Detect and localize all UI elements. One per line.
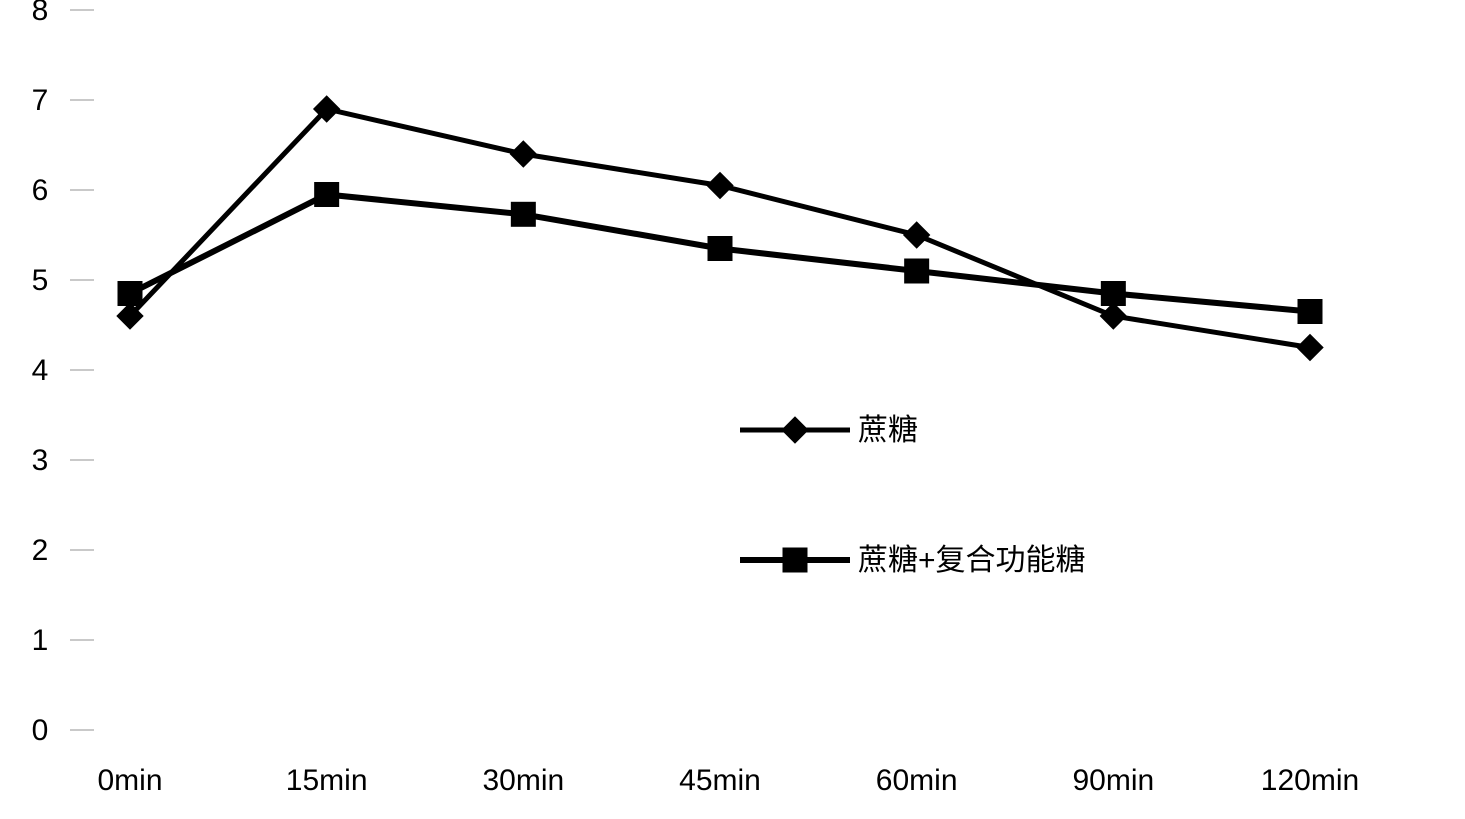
x-tick-label: 90min bbox=[1072, 764, 1154, 797]
marker-square bbox=[905, 259, 929, 283]
x-tick-label: 30min bbox=[482, 764, 564, 797]
y-tick-label: 3 bbox=[32, 444, 49, 477]
y-tick-label: 5 bbox=[32, 264, 49, 297]
line-chart: 0 1 2 3 4 5 6 7 8 0min 15min 30min 45min 60min 90min 12… bbox=[0, 0, 1465, 819]
x-tick-label: 120min bbox=[1261, 764, 1359, 797]
x-tick-label: 0min bbox=[97, 764, 162, 797]
y-tick-label: 7 bbox=[32, 84, 49, 117]
y-tick-label: 2 bbox=[32, 534, 49, 567]
y-tick-label: 4 bbox=[32, 354, 49, 387]
legend-label: 蔗糖+复合功能糖 bbox=[858, 544, 1086, 577]
marker-square bbox=[1101, 282, 1125, 306]
y-tick-label: 0 bbox=[32, 714, 49, 747]
x-tick-label: 60min bbox=[876, 764, 958, 797]
legend-item-1: 蔗糖+复合功能糖 bbox=[740, 544, 1086, 577]
marker-square bbox=[511, 202, 535, 226]
marker-square bbox=[783, 548, 807, 572]
x-tick-label: 15min bbox=[286, 764, 368, 797]
marker-square bbox=[1298, 300, 1322, 324]
y-tick-label: 1 bbox=[32, 624, 49, 657]
marker-square bbox=[118, 282, 142, 306]
x-tick-label: 45min bbox=[679, 764, 761, 797]
marker-square bbox=[315, 183, 339, 207]
y-tick-label: 8 bbox=[32, 0, 49, 27]
y-tick-label: 6 bbox=[32, 174, 49, 207]
legend-label: 蔗糖 bbox=[858, 414, 918, 447]
marker-square bbox=[708, 237, 732, 261]
